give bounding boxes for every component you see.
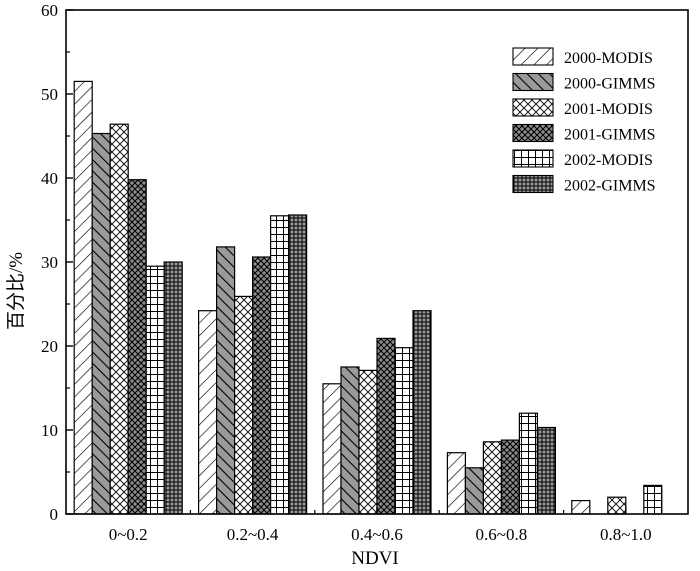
- legend-label: 2001-MODIS: [564, 101, 653, 118]
- legend-label: 2000-MODIS: [564, 50, 653, 67]
- bar-2002-MODIS-0.8~1.0: [643, 484, 663, 515]
- x-tick-label: 0.4~0.6: [351, 525, 403, 544]
- x-tick-label: 0.8~1.0: [600, 525, 652, 544]
- bar-2000-GIMMS-0.4~0.6: [340, 366, 360, 515]
- legend-swatch: [512, 47, 554, 66]
- y-tick-label: 10: [41, 421, 58, 440]
- bar-2000-GIMMS-0.2~0.4: [216, 246, 236, 515]
- legend-label: 2002-MODIS: [564, 152, 653, 169]
- bar-2002-GIMMS-0.2~0.4: [288, 214, 308, 515]
- y-axis-title: 百分比/%: [5, 252, 27, 330]
- y-tick-label: 40: [41, 169, 58, 188]
- legend-swatch: [512, 98, 554, 117]
- bar-2002-GIMMS-0~0.2: [163, 261, 183, 515]
- y-tick-label: 50: [41, 85, 58, 104]
- legend-swatch: [512, 149, 554, 168]
- bar-2000-MODIS-0.8~1.0: [571, 500, 591, 515]
- bar-2002-MODIS-0.4~0.6: [394, 347, 414, 515]
- x-axis-title: NDVI: [351, 548, 399, 569]
- x-tick-label: 0.2~0.4: [227, 525, 279, 544]
- legend: 2000-MODIS 2000-GIMMS 2001-MODIS 2001-GIMMS…: [512, 47, 656, 195]
- bar-2001-MODIS-0.8~1.0: [607, 496, 627, 515]
- tick-labels-group: 0 10 20 30 40 50 60 0~0.2 0.2~0.4 0.4~0.6 0.6~0.8 0…: [41, 1, 652, 544]
- bar-2000-MODIS-0.2~0.4: [198, 310, 218, 515]
- bar-2001-MODIS-0~0.2: [109, 123, 129, 515]
- y-tick-label: 60: [41, 1, 58, 20]
- axes-group: [65, 9, 689, 515]
- legend-swatch: [512, 123, 554, 143]
- y-tick-label: 20: [41, 337, 58, 356]
- bar-2000-GIMMS-0.6~0.8: [464, 467, 484, 515]
- legend-label: 2001-GIMMS: [564, 127, 656, 144]
- bar-2001-GIMMS-0~0.2: [127, 179, 147, 515]
- bar-2001-GIMMS-0.4~0.6: [376, 337, 396, 515]
- x-tick-label: 0.6~0.8: [476, 525, 528, 544]
- bar-2002-GIMMS-0.4~0.6: [412, 310, 432, 515]
- bar-2001-MODIS-0.6~0.8: [482, 441, 502, 515]
- y-tick-label: 30: [41, 253, 58, 272]
- bar-2002-GIMMS-0.6~0.8: [536, 426, 557, 515]
- bar-2000-MODIS-0.6~0.8: [446, 452, 466, 515]
- bar-2002-MODIS-0~0.2: [145, 265, 165, 515]
- bar-2000-GIMMS-0~0.2: [91, 132, 111, 515]
- x-tick-label: 0~0.2: [109, 525, 148, 544]
- bar-2000-MODIS-0~0.2: [73, 80, 93, 515]
- bar-2002-MODIS-0.2~0.4: [270, 215, 290, 515]
- bar-2001-GIMMS-0.6~0.8: [500, 439, 520, 515]
- legend-label: 2002-GIMMS: [564, 178, 656, 195]
- bar-2000-MODIS-0.4~0.6: [322, 383, 342, 515]
- bar-2002-MODIS-0.6~0.8: [518, 412, 539, 515]
- bar-2001-MODIS-0.2~0.4: [234, 295, 254, 515]
- bar-2001-GIMMS-0.2~0.4: [252, 256, 272, 515]
- y-tick-label: 0: [50, 505, 59, 524]
- legend-label: 2000-GIMMS: [564, 76, 656, 93]
- legend-swatch: [512, 72, 554, 92]
- bars-group: [73, 80, 663, 515]
- legend-swatch: [512, 174, 554, 194]
- bar-2001-MODIS-0.4~0.6: [358, 369, 378, 515]
